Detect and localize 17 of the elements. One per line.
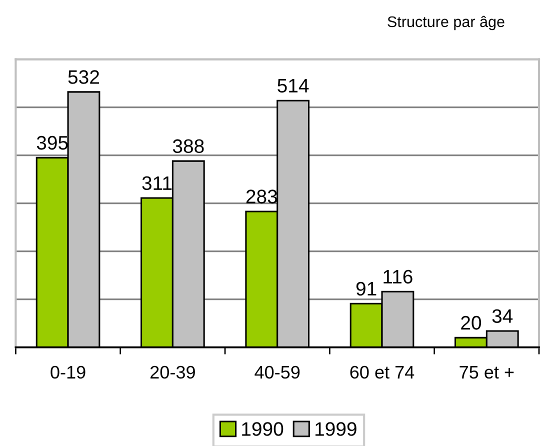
data-label: 34	[492, 309, 513, 323]
data-label: 532	[68, 70, 99, 84]
legend-label: 1999	[316, 422, 356, 436]
x-tick-label: 60 et 74	[350, 366, 414, 379]
data-label: 311	[142, 176, 172, 190]
data-label: 395	[36, 136, 68, 150]
x-tick-label: 40-59	[254, 366, 300, 379]
x-tick-label: 75 et +	[460, 366, 514, 379]
x-tick-label: 20-39	[150, 366, 195, 379]
data-label: 116	[384, 270, 412, 284]
data-label: 514	[278, 79, 309, 93]
chart-title: Structure par âge	[388, 16, 504, 30]
data-label: 388	[172, 139, 204, 154]
data-label: 20	[461, 316, 482, 330]
x-tick-label: 0-19	[50, 366, 86, 379]
data-label: 91	[356, 282, 376, 296]
legend-label: 1990	[242, 422, 284, 436]
